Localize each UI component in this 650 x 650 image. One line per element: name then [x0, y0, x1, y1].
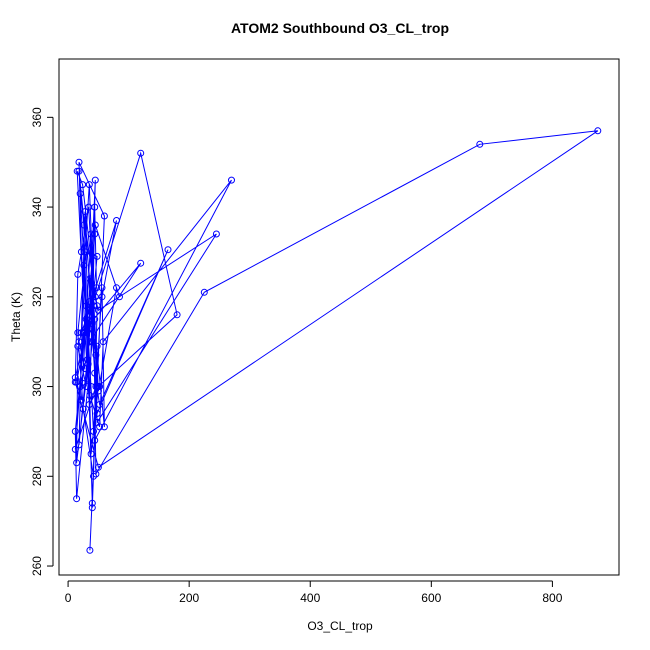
data-point — [91, 176, 99, 184]
data-point — [71, 445, 79, 453]
data-point — [88, 504, 96, 512]
axes: 0 200 400 600 800 260 280 300 320 340 360 — [30, 107, 563, 605]
data-point — [113, 217, 120, 224]
data-point — [173, 311, 181, 319]
data-point — [82, 302, 90, 310]
y-tick-label: 360 — [30, 107, 44, 127]
data-point — [98, 284, 106, 292]
data-point — [93, 418, 101, 426]
data-point — [81, 365, 89, 373]
data-point — [94, 306, 102, 314]
data-point — [86, 275, 94, 283]
data-point — [98, 293, 106, 301]
data-point — [75, 441, 83, 449]
x-tick-label: 600 — [421, 591, 441, 605]
data-point — [212, 230, 220, 238]
data-point — [99, 338, 107, 346]
data-point — [91, 436, 99, 444]
data-point — [200, 288, 208, 296]
y-tick-label: 300 — [30, 376, 44, 396]
data-point — [75, 338, 83, 346]
data-point — [77, 396, 85, 404]
data-point — [88, 320, 96, 328]
data-point — [86, 392, 94, 399]
data-point — [90, 472, 97, 480]
data-point — [71, 374, 79, 382]
data-point — [594, 127, 602, 135]
data-point — [87, 450, 95, 458]
data-point — [113, 284, 120, 292]
data-point — [85, 203, 93, 211]
data-point — [76, 190, 84, 198]
data-point — [74, 329, 82, 337]
data-point — [85, 401, 93, 408]
data-point — [71, 427, 79, 435]
data-point — [74, 270, 82, 278]
data-point — [94, 463, 102, 471]
data-point — [80, 221, 88, 229]
data-point — [86, 546, 94, 554]
data-point — [91, 293, 99, 301]
x-axis-label: O3_CL_trop — [307, 619, 373, 633]
data-point — [75, 158, 83, 166]
data-point — [90, 427, 97, 435]
data-point — [164, 246, 172, 254]
data-point — [81, 248, 89, 256]
data-point — [92, 351, 100, 359]
data-point — [74, 342, 82, 350]
data-point — [75, 167, 83, 175]
data-point — [88, 499, 96, 507]
data-point — [476, 140, 484, 148]
data-series — [71, 127, 602, 554]
series-line — [74, 130, 599, 551]
data-point — [80, 261, 88, 269]
data-point — [73, 495, 81, 503]
data-point — [82, 315, 90, 323]
data-point — [96, 401, 104, 408]
data-point — [91, 221, 99, 229]
data-point — [81, 208, 89, 216]
data-point — [137, 149, 145, 157]
data-point — [90, 302, 97, 310]
data-point — [77, 248, 85, 256]
data-point — [93, 410, 101, 417]
data-point — [137, 259, 145, 267]
y-tick-label: 340 — [30, 197, 44, 217]
data-point — [76, 383, 84, 390]
data-point — [93, 342, 101, 350]
data-point — [85, 181, 93, 189]
data-point — [88, 338, 96, 346]
data-point — [94, 383, 102, 390]
y-tick-label: 320 — [30, 286, 44, 306]
chart-title: ATOM2 Southbound O3_CL_trop — [230, 20, 450, 36]
data-point — [86, 338, 94, 346]
data-point — [91, 369, 99, 377]
data-point — [73, 459, 81, 467]
data-point — [79, 181, 87, 189]
data-point — [92, 383, 100, 390]
y-tick-label: 280 — [30, 466, 44, 486]
data-point — [79, 405, 87, 413]
data-point — [93, 302, 101, 310]
y-tick-label: 260 — [30, 556, 44, 576]
data-point — [84, 320, 91, 328]
plot-frame — [58, 58, 620, 576]
x-tick-label: 200 — [179, 591, 199, 605]
x-tick-label: 400 — [300, 591, 320, 605]
x-tick-label: 800 — [542, 591, 562, 605]
data-point — [86, 297, 94, 305]
data-point — [228, 176, 235, 184]
data-point — [92, 470, 100, 478]
data-point — [71, 378, 79, 386]
data-point — [116, 293, 123, 301]
data-point — [84, 356, 91, 364]
data-point — [100, 423, 108, 431]
data-point — [91, 230, 99, 238]
x-tick-label: 0 — [65, 591, 72, 605]
data-point — [100, 212, 108, 220]
data-point — [79, 329, 87, 337]
data-point — [87, 230, 95, 238]
data-point — [93, 252, 101, 260]
